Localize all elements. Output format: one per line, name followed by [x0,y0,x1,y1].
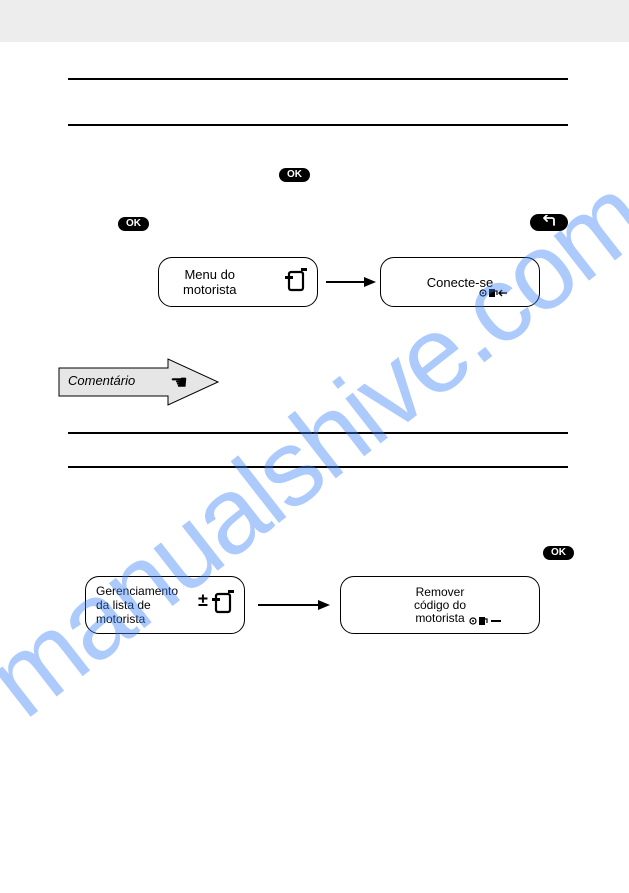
rule-4 [68,466,568,468]
arrow-2-head [318,600,330,610]
rule-1 [68,78,568,80]
svg-text:±: ± [198,590,208,610]
ok-pill-2: OK [118,217,149,231]
fuel-connect-icon [479,287,509,302]
ok-pill-3: OK [543,546,574,560]
ok-pill-1: OK [279,168,310,182]
box-remover: Remover código do motorista [340,576,540,634]
arrow-2 [258,604,320,606]
plusminus-card-icon: ± [198,588,236,623]
comment-label: Comentário [68,373,135,388]
box-remover-text: Remover código do motorista [414,586,466,625]
box-conecte: Conecte-se [380,257,540,307]
back-pill [530,214,568,231]
box-menu-motorista: Menu do motorista [158,257,318,307]
arrow-1 [326,281,366,283]
box-menu-motorista-text: Menu do motorista [159,267,236,297]
pointer-icon: ☚ [170,370,188,395]
page-content: OK OK Menu do motorista Conecte-se [0,0,629,893]
card-icon [283,266,309,299]
box-gerenciamento-text: Gerenciamento da lista de motorista [86,584,178,626]
arrow-1-head [364,277,376,287]
fuel-remove-icon [469,615,503,630]
box-gerenciamento: Gerenciamento da lista de motorista ± [85,576,245,634]
rule-2 [68,124,568,126]
rule-3 [68,432,568,434]
